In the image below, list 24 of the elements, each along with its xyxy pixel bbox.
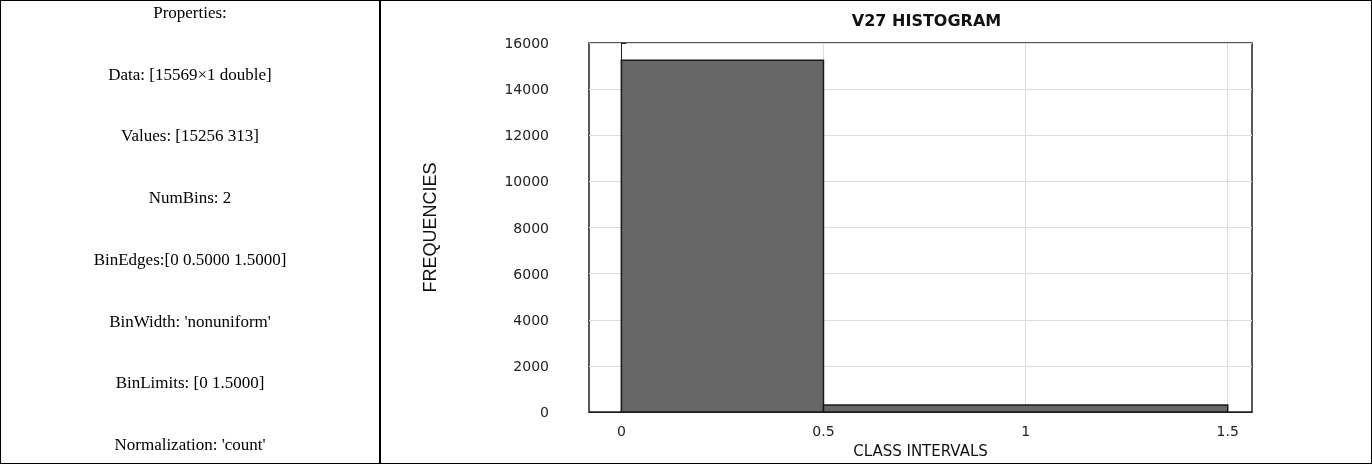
chart-title: V27 HISTOGRAM <box>851 10 1002 30</box>
y-tick-label: 6000 <box>513 265 549 282</box>
text: NumBins: 2 <box>147 188 233 209</box>
y-tick-label: 4000 <box>513 311 549 328</box>
x-tick-label: 1 <box>1021 423 1031 440</box>
y-axis-title: FREQUENCIES <box>420 162 440 293</box>
text: Data: [15569×1 double] <box>107 64 273 85</box>
text: Properties: <box>152 3 228 23</box>
x-tick-label: 1.5 <box>1216 423 1239 440</box>
y-tick-label: 2000 <box>513 357 549 374</box>
text: Values: [15256 313] <box>120 126 260 147</box>
y-tick-label: 0 <box>540 404 549 421</box>
x-tick-label: 0 <box>616 423 626 440</box>
text: BinWidth: 'nonuniform' <box>108 311 272 332</box>
x-axis-title: CLASS INTERVALS <box>853 441 988 460</box>
y-tick-label: 16000 <box>504 35 549 51</box>
text: Normalization: 'count' <box>113 434 267 455</box>
x-tick-label: 0.5 <box>812 423 835 440</box>
y-tick-label: 10000 <box>504 173 549 190</box>
y-tick-label: 8000 <box>513 219 549 236</box>
y-tick-label: 14000 <box>504 81 549 98</box>
text: BinEdges:[0 0.5000 1.5000] <box>92 249 288 270</box>
text: BinLimits: [0 1.5000] <box>114 373 266 394</box>
y-tick-label: 12000 <box>504 127 549 144</box>
